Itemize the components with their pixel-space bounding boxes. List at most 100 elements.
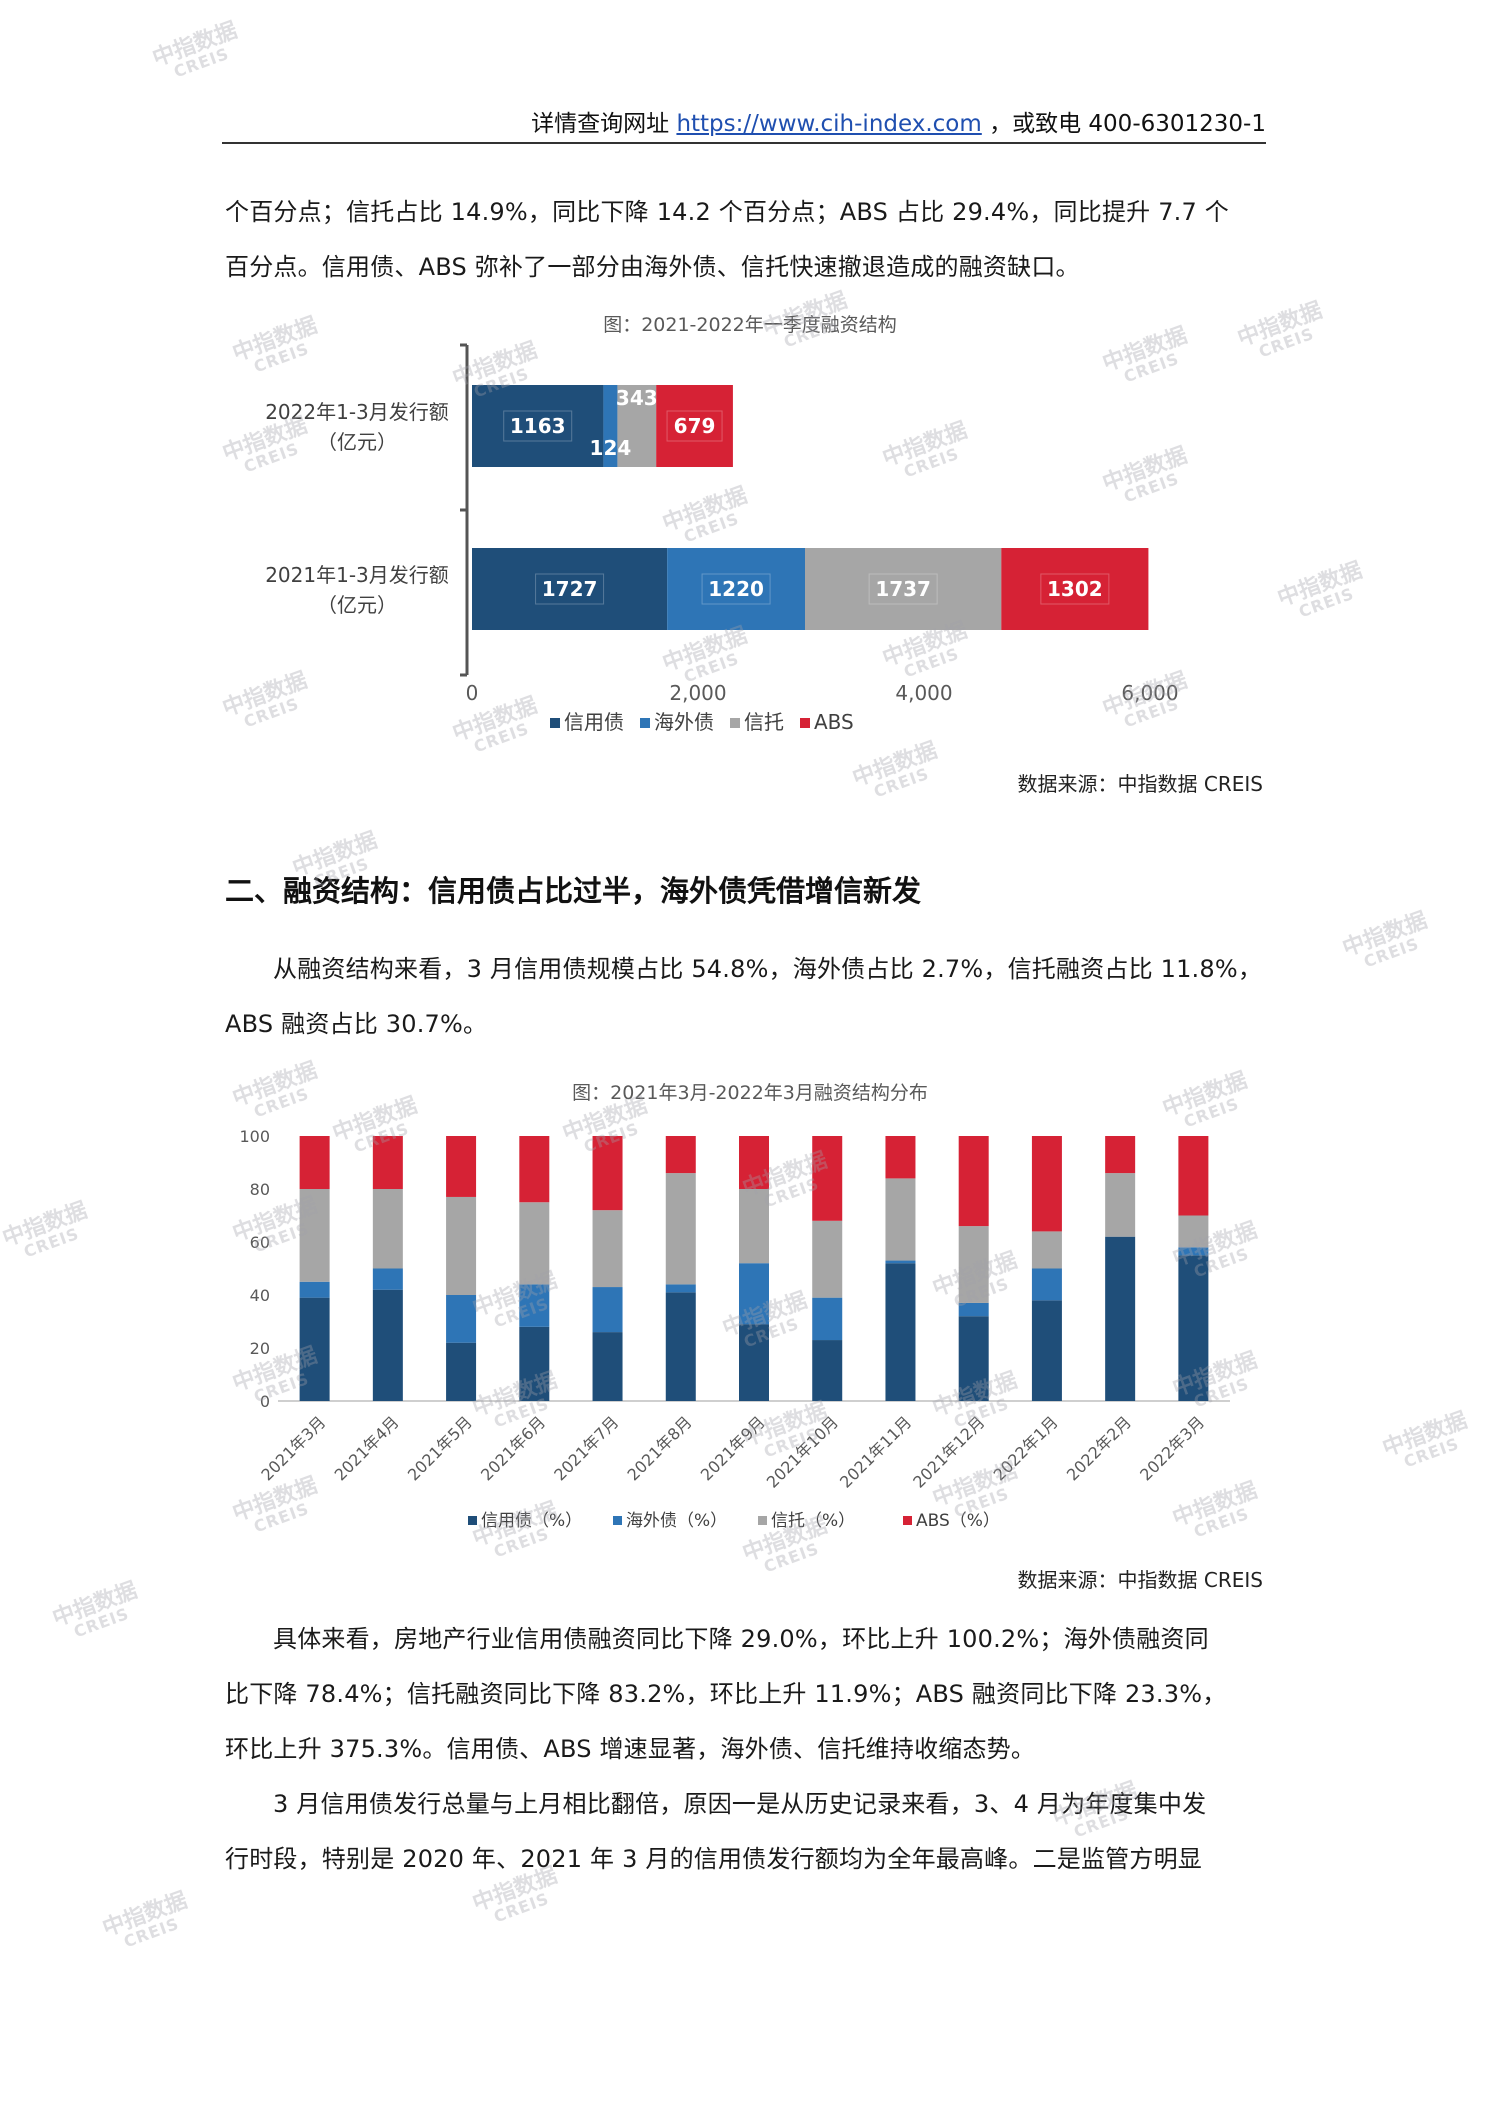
chart2-bar-segment bbox=[592, 1287, 623, 1333]
chart2-bar-segment bbox=[446, 1136, 477, 1197]
chart1-data-label: 1220 bbox=[708, 577, 764, 601]
chart2-bar-segment bbox=[1031, 1300, 1062, 1401]
chart1-category-label: （亿元） bbox=[317, 430, 397, 454]
page-header: 详情查询网址 https://www.cih-index.com ，或致电 40… bbox=[222, 104, 1266, 144]
chart1-legend-label: 信托 bbox=[744, 710, 784, 734]
chart2-y-tick-label: 80 bbox=[250, 1180, 270, 1199]
chart1-source: 数据来源：中指数据 CREIS bbox=[1017, 772, 1263, 796]
chart2-legend-label: 信用债（%） bbox=[481, 1511, 582, 1531]
chart2-bar-segment bbox=[299, 1297, 330, 1401]
chart2-bar-segment bbox=[519, 1136, 550, 1203]
chart2-bar-segment bbox=[372, 1289, 403, 1401]
chart2-bar-segment bbox=[519, 1284, 550, 1327]
chart1-horizontal-stacked-bar: 2022年1-3月发行额 （亿元） 1163 124 343 679 2021年1-3月发行… bbox=[265, 343, 1179, 734]
chart2-bar-segment bbox=[372, 1268, 403, 1290]
chart2-bar-segment bbox=[1031, 1268, 1062, 1301]
chart2-vertical-stacked-bar: 0 20 40 60 80 100 2021年3月 2021年4月 2021年5月 2021年6月… bbox=[239, 1127, 1230, 1531]
watermark-cn: 中指数据 bbox=[1274, 558, 1366, 612]
chart2-bar-segment bbox=[446, 1342, 477, 1401]
chart2-x-tick-label: 2022年2月 bbox=[1063, 1412, 1135, 1484]
watermark: 中指数据 CREIS bbox=[149, 18, 246, 86]
chart2-x-tick-label: 2021年10月 bbox=[763, 1412, 842, 1491]
chart1-legend-swatch bbox=[800, 718, 810, 728]
chart2-bar-segment bbox=[299, 1281, 330, 1298]
chart2-bar-segment bbox=[1178, 1247, 1209, 1256]
watermark: 中指数据 CREIS bbox=[0, 1198, 96, 1266]
reason-paragraph: 3 月信用债发行总量与上月相比翻倍，原因一是从历史记录来看，3、4 月为年度集中… bbox=[225, 1777, 1263, 1887]
chart1-category-label: 2021年1-3月发行额 bbox=[265, 563, 449, 587]
chart2-legend-swatch bbox=[468, 1516, 477, 1525]
watermark-en: CREIS bbox=[71, 1603, 132, 1642]
detail-paragraph: 具体来看，房地产行业信用债融资同比下降 29.0%，环比上升 100.2%；海外… bbox=[225, 1612, 1263, 1777]
chart2-x-tick-label: 2021年11月 bbox=[836, 1412, 915, 1491]
chart2-bar-segment bbox=[372, 1136, 403, 1189]
chart2-legend-swatch bbox=[758, 1516, 767, 1525]
chart2-bar-segment bbox=[885, 1260, 916, 1264]
watermark-cn: 中指数据 bbox=[1379, 1408, 1471, 1462]
intro-line-2: 百分点。信用债、ABS 弥补了一部分由海外债、信托快速撤退造成的融资缺口。 bbox=[225, 253, 1080, 281]
chart2-bar-segment bbox=[1178, 1255, 1209, 1401]
chart1-x-tick-label: 2,000 bbox=[669, 681, 726, 705]
chart2-bar-segment bbox=[299, 1136, 330, 1189]
chart2-bar-segment bbox=[519, 1202, 550, 1285]
chart1-legend-label: 信用债 bbox=[564, 710, 624, 734]
chart2-x-tick-label: 2022年1月 bbox=[990, 1412, 1062, 1484]
structure-line-2: ABS 融资占比 30.7%。 bbox=[225, 1010, 488, 1038]
chart2-bar-segment bbox=[1105, 1173, 1136, 1237]
chart1-label-box bbox=[701, 573, 771, 605]
chart2-legend-label: 海外债（%） bbox=[626, 1511, 727, 1531]
chart2-bar-segment bbox=[1031, 1231, 1062, 1269]
watermark-en: CREIS bbox=[1361, 933, 1422, 972]
chart2-bar-segment bbox=[812, 1340, 843, 1401]
watermark: 中指数据 CREIS bbox=[99, 1888, 196, 1956]
website-link[interactable]: https://www.cih-index.com bbox=[676, 111, 982, 137]
chart2-bar-segment bbox=[739, 1324, 769, 1401]
chart2-bar-segment bbox=[665, 1136, 696, 1174]
chart1-category-label: 2022年1-3月发行额 bbox=[265, 400, 449, 424]
chart1-x-tick-label: 4,000 bbox=[895, 681, 952, 705]
chart2-x-tick-label: 2021年9月 bbox=[697, 1412, 769, 1484]
watermark-en: CREIS bbox=[1401, 1433, 1462, 1472]
chart2-bar-segment bbox=[958, 1302, 989, 1317]
watermark-cn: 中指数据 bbox=[49, 1578, 141, 1632]
chart2-bar-segment bbox=[812, 1220, 843, 1298]
chart2-bar-segment bbox=[812, 1297, 843, 1341]
header-suffix: ，或致电 400-6301230-1 bbox=[989, 111, 1266, 137]
chart1-label-box bbox=[1040, 573, 1110, 605]
chart2-x-tick-label: 2021年12月 bbox=[909, 1412, 988, 1491]
chart2-bar-segment bbox=[1178, 1215, 1209, 1248]
chart2-bar-segment bbox=[958, 1136, 989, 1227]
structure-paragraph: 从融资结构来看，3 月信用债规模占比 54.8%，海外债占比 2.7%，信托融资… bbox=[225, 942, 1263, 1052]
detail-line-1: 具体来看，房地产行业信用债融资同比下降 29.0%，环比上升 100.2%；海外… bbox=[273, 1625, 1209, 1653]
chart1-label-box bbox=[666, 410, 723, 442]
header-prefix: 详情查询网址 bbox=[531, 111, 670, 137]
chart1-legend-swatch bbox=[640, 718, 650, 728]
chart1-label-box bbox=[535, 573, 605, 605]
chart2-y-tick-label: 40 bbox=[250, 1286, 270, 1305]
chart1-data-label: 343 bbox=[616, 386, 658, 410]
chart2-y-tick-label: 100 bbox=[239, 1127, 270, 1146]
chart1-title: 图：2021-2022年一季度融资结构 bbox=[603, 314, 897, 336]
chart1-data-label: 124 bbox=[590, 436, 632, 460]
chart2-legend-label: ABS（%） bbox=[916, 1511, 1000, 1531]
chart1-legend-label: 海外债 bbox=[654, 710, 714, 734]
section-heading: 二、融资结构：信用债占比过半，海外债凭借增信新发 bbox=[225, 874, 922, 908]
watermark: 中指数据 CREIS bbox=[49, 1578, 146, 1646]
watermark-en: CREIS bbox=[871, 763, 932, 802]
chart2-x-tick-label: 2021年4月 bbox=[331, 1412, 403, 1484]
chart2-bar-segment bbox=[958, 1226, 989, 1303]
structure-line-1: 从融资结构来看，3 月信用债规模占比 54.8%，海外债占比 2.7%，信托融资… bbox=[273, 955, 1263, 983]
chart2-title: 图：2021年3月-2022年3月融资结构分布 bbox=[572, 1082, 928, 1104]
chart2-bar-segment bbox=[1178, 1136, 1209, 1216]
chart2-bar-segment bbox=[665, 1173, 696, 1285]
reason-line-2: 行时段，特别是 2020 年、2021 年 3 月的信用债发行额均为全年最高峰。… bbox=[225, 1845, 1202, 1873]
watermark-en: CREIS bbox=[121, 1913, 182, 1952]
reason-line-1: 3 月信用债发行总量与上月相比翻倍，原因一是从历史记录来看，3、4 月为年度集中… bbox=[273, 1790, 1207, 1818]
chart1-data-label: 1737 bbox=[875, 577, 931, 601]
chart2-x-tick-label: 2022年3月 bbox=[1136, 1412, 1208, 1484]
chart2-bar-segment bbox=[739, 1136, 769, 1189]
chart1-legend-label: ABS bbox=[814, 710, 854, 734]
chart1-x-tick-label: 6,000 bbox=[1121, 681, 1178, 705]
chart2-bar-segment bbox=[739, 1189, 769, 1264]
chart1-label-box bbox=[868, 573, 938, 605]
